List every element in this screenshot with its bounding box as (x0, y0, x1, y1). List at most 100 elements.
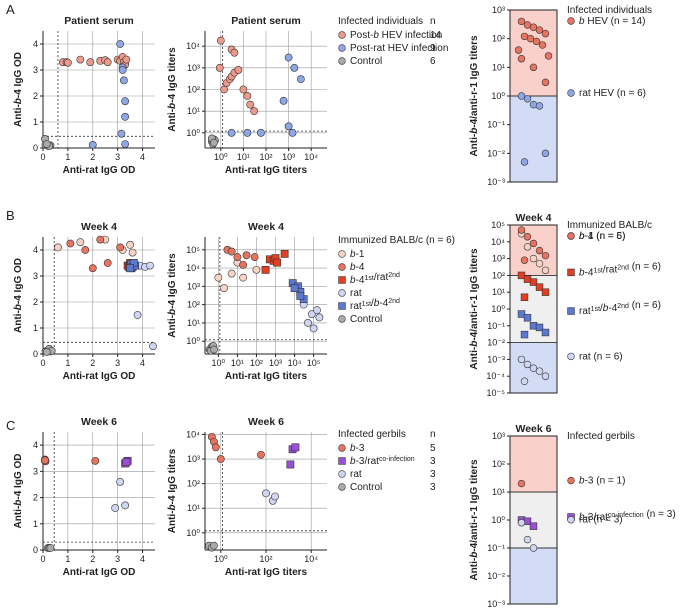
ratio-point (523, 95, 532, 103)
legend-label: b-3/ratco-infection (350, 456, 415, 467)
panel-letter-a: A (6, 2, 15, 17)
ratio-legend-label: rat1st/b-42nd (n = 6) (579, 300, 661, 317)
ratio-legend-marker (567, 17, 575, 25)
data-point (239, 273, 248, 282)
data-point (227, 269, 236, 278)
chart-title: Week 6 (81, 416, 117, 428)
chart-title: Patient serum (231, 15, 300, 27)
ratio-point (517, 519, 526, 527)
data-point (121, 97, 130, 106)
data-point (103, 259, 112, 267)
y-tick-label: 10² (187, 85, 200, 95)
ratio-point (517, 355, 526, 364)
data-point (273, 258, 281, 267)
y-tick-label: 10⁻¹ (487, 543, 505, 553)
y-tick-label: 1 (33, 117, 38, 127)
y-tick-label: 10⁻¹ (487, 120, 505, 130)
data-point (111, 504, 120, 512)
ratio-point (535, 246, 544, 255)
y-tick-label: 0 (33, 545, 38, 555)
x-axis-label: Anti-rat IgG OD (63, 165, 136, 176)
y-tick-label: 10² (187, 479, 200, 489)
ratio-point (541, 266, 550, 275)
y-tick-label: 10² (187, 300, 200, 310)
data-point (54, 243, 62, 252)
y-tick-label: 10⁴ (186, 41, 200, 51)
ratio-point (535, 102, 544, 110)
panel-letter-b: B (6, 208, 15, 223)
data-point (118, 66, 127, 74)
data-point (271, 492, 279, 501)
chart-A-od: Patient serum 0 1 2 3 4 0 1 2 3 4 Anti-rat IgG OD An… (13, 15, 155, 176)
legend-label: Post-rat HEV infection (350, 43, 448, 54)
ratio-point (529, 100, 538, 109)
ratio-legend-label: b-3/ratco-infection (n = 3) (579, 509, 676, 523)
y-tick-label: 10¹ (492, 62, 505, 72)
y-tick-label: 10⁰ (491, 515, 505, 525)
y-tick-label: 10¹ (187, 503, 200, 513)
y-tick-label: 10³ (187, 281, 200, 291)
x-tick-label: 1 (65, 152, 70, 162)
data-point (234, 66, 243, 74)
data-point (216, 455, 225, 463)
y-tick-label: 10¹ (492, 487, 505, 497)
ratio-band (510, 492, 557, 548)
y-tick-label: 10⁻² (487, 571, 505, 581)
y-tick-label: 10⁰ (186, 336, 200, 346)
legend-marker (338, 250, 346, 258)
ratio-point (523, 314, 532, 322)
x-tick-label: 10⁵ (307, 358, 321, 368)
y-tick-label: 10⁴ (491, 237, 505, 247)
x-tick-label: 10¹ (237, 152, 250, 162)
data-point (116, 477, 125, 486)
data-point (230, 48, 239, 57)
ratio-point (523, 243, 532, 251)
ratio-point (517, 310, 526, 318)
y-tick-label: 10⁻² (487, 148, 505, 158)
ratio-point (541, 372, 550, 380)
data-point (239, 260, 248, 269)
x-tick-label: 0 (40, 554, 45, 564)
y-tick-label: 10⁰ (186, 528, 200, 538)
data-point (210, 541, 218, 550)
legend-label: rat1st/b-42nd (350, 298, 400, 312)
x-tick-label: 2 (90, 152, 95, 162)
chart-title: Week 4 (81, 221, 117, 233)
data-point (91, 456, 100, 465)
y-tick-label: 10³ (492, 254, 505, 264)
ratio-legend-title: Immunized BALB/c (567, 220, 652, 231)
ratio-point (520, 330, 529, 339)
data-point (290, 284, 299, 293)
legend-label: Control (350, 482, 382, 493)
data-point (280, 249, 289, 258)
y-axis-label: Anti-b-4 IgG OD (13, 52, 24, 127)
legend-n: 6 (430, 56, 436, 67)
y-tick-label: 10³ (187, 63, 200, 73)
data-point (252, 265, 261, 274)
data-point (296, 292, 305, 300)
legend-label: b-41st/rat2nd (350, 272, 400, 286)
data-point (41, 456, 49, 465)
x-tick-label: 4 (140, 358, 145, 368)
ratio-point (520, 256, 529, 264)
data-point (250, 107, 259, 116)
data-point (119, 76, 128, 85)
ratio-point (529, 522, 538, 530)
data-point (46, 544, 55, 552)
ratio-legend-label: rat HEV (n = 6) (579, 88, 646, 99)
ratio-legend-label: b-41st/rat2nd (n = 6) (579, 261, 661, 278)
ratio-band (510, 225, 557, 276)
ratio-point (535, 26, 544, 34)
y-tick-label: 10⁻⁵ (487, 388, 506, 398)
ratio-point (526, 34, 535, 43)
data-point (216, 36, 225, 45)
legend-label: Control (350, 56, 382, 67)
data-point (257, 128, 265, 137)
chart-title: Week 6 (248, 416, 284, 428)
data-point (279, 96, 288, 105)
ratio-point (529, 239, 538, 248)
data-point (88, 264, 97, 273)
ratio-point (517, 55, 526, 63)
data-point (103, 58, 112, 67)
y-tick-label: 10⁰ (491, 304, 505, 314)
